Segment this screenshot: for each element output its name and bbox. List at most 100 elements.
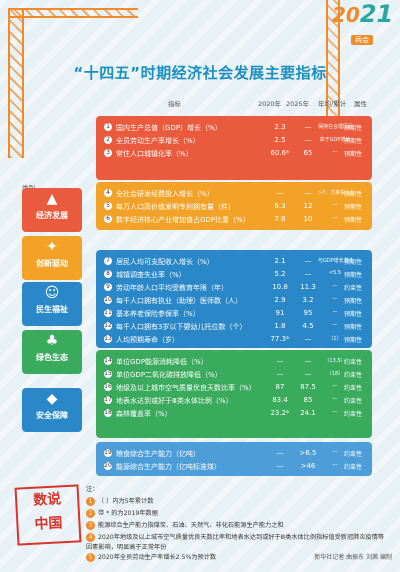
row-attr: 预期性 bbox=[343, 298, 362, 305]
row-2025: 87.5 bbox=[300, 383, 316, 391]
note-text: 2020年地级及以上城市空气质量优良天数比率和地表水达到或好于Ⅲ类水体比例指标值… bbox=[86, 534, 385, 551]
table-row: 1 国内生产总值（GDP）增长（%） 2.3 — 预期性 bbox=[100, 121, 370, 134]
table-row: 17 地表水达到或好于Ⅲ类水体比例（%） 83.4 85 约束性 bbox=[100, 394, 370, 407]
row-number: 4 bbox=[104, 189, 112, 197]
row-indicator: 单位GDP二氧化碳排放降低（%） bbox=[116, 371, 222, 379]
row-attr: 预期性 bbox=[343, 204, 362, 211]
row-avg: 〔1〕 bbox=[328, 336, 342, 342]
row-2025: 10 bbox=[303, 215, 313, 223]
row-number: 2 bbox=[104, 136, 112, 144]
row-attr: 预期性 bbox=[343, 151, 362, 158]
row-avg: — bbox=[332, 462, 338, 468]
row-attr: 约束性 bbox=[343, 285, 362, 292]
row-indicator: 国内生产总值（GDP）增长（%） bbox=[116, 124, 222, 132]
row-indicator: 地级及以上城市空气质量优良天数比率（%） bbox=[116, 384, 256, 392]
row-number: 20 bbox=[104, 462, 112, 470]
table-row: 16 地级及以上城市空气质量优良天数比率（%） 87 87.5 约束性 bbox=[100, 381, 370, 394]
note-number: 3 bbox=[86, 521, 95, 530]
category-security: ◆ 安全保障 bbox=[22, 388, 82, 432]
row-indicator: 居民人均可支配收入增长（%） bbox=[116, 258, 214, 266]
note-text: 2020年全员劳动生产率增长2.5%为预计数 bbox=[98, 554, 217, 561]
row-avg: — bbox=[332, 383, 338, 389]
row-attr: 预期性 bbox=[343, 138, 362, 145]
row-2020: 60.6* bbox=[270, 149, 290, 157]
row-2025: 12 bbox=[303, 202, 313, 210]
row-indicator: 全社会研发经费投入增长（%） bbox=[116, 190, 214, 198]
row-2020: 1.8 bbox=[274, 322, 286, 330]
row-attr: 预期性 bbox=[343, 311, 362, 318]
note-text: 能源综合生产能力指煤炭、石油、天然气、非化石能源生产能力之和 bbox=[98, 522, 284, 529]
row-number: 16 bbox=[104, 383, 112, 391]
row-number: 5 bbox=[104, 202, 112, 210]
row-avg: — bbox=[332, 409, 338, 415]
row-number: 8 bbox=[104, 270, 112, 278]
category-name: 安全保障 bbox=[36, 411, 68, 420]
row-avg: — bbox=[332, 202, 338, 208]
row-attr: 约束性 bbox=[343, 451, 362, 458]
crane-tower-left bbox=[8, 8, 24, 158]
table-row: 14 单位GDP能源消耗降低（%） — — 约束性 bbox=[100, 355, 370, 368]
table-row: 5 每万人口高价值发明专利拥有量（件） 6.3 12 预期性 bbox=[100, 200, 370, 213]
note-item: 5 2020年全员劳动生产率增长2.5%为预计数 bbox=[86, 552, 386, 564]
row-2020: — bbox=[276, 189, 284, 197]
row-indicator: 劳动年龄人口平均受教育年限（年） bbox=[116, 284, 228, 292]
row-avg: 高于GDP增长 bbox=[319, 137, 351, 143]
crane-tower-right bbox=[326, 0, 340, 120]
row-2025: >46 bbox=[300, 462, 316, 470]
row-2020: 2.5 bbox=[274, 136, 286, 144]
badge-year-a: 20 bbox=[332, 3, 360, 27]
row-2020: 10.8 bbox=[272, 283, 288, 291]
row-attr: 预期性 bbox=[343, 125, 362, 132]
table-row: 2 全员劳动生产率增长（%） 2.5 — 预期性 bbox=[100, 134, 370, 147]
row-2025: 24.1 bbox=[300, 409, 316, 417]
row-2020: 2.3 bbox=[274, 123, 286, 131]
row-indicator: 每千人口拥有3岁以下婴幼儿托位数（个） bbox=[116, 323, 247, 331]
table-row: 3 常住人口城镇化率（%） 60.6* 65 预期性 bbox=[100, 147, 370, 160]
row-2020: 83.4 bbox=[272, 396, 288, 404]
row-2025: >6.5 bbox=[299, 449, 317, 457]
row-indicator: 单位GDP能源消耗降低（%） bbox=[116, 358, 208, 366]
row-number: 6 bbox=[104, 215, 112, 223]
row-attr: 约束性 bbox=[343, 398, 362, 405]
notes-label: 注： bbox=[86, 486, 99, 493]
row-2025: — bbox=[304, 189, 312, 197]
row-indicator: 基本养老保险参保率（%） bbox=[116, 310, 200, 318]
row-avg: 与GDP增长基本同步 bbox=[318, 258, 352, 264]
row-indicator: 人均预期寿命（岁） bbox=[116, 336, 179, 344]
table-row: 12 每千人口拥有3岁以下婴幼儿托位数（个） 1.8 4.5 预期性 bbox=[100, 320, 370, 333]
row-avg: 〔13.5〕 bbox=[324, 358, 346, 364]
group-security bbox=[96, 442, 372, 476]
note-item: 4 2020年地级及以上城市空气质量优良天数比率和地表水达到或好于Ⅲ类水体比例指标… bbox=[86, 532, 386, 552]
badge-label: 两会 bbox=[351, 35, 373, 45]
row-attr: 约束性 bbox=[343, 385, 362, 392]
row-indicator: 能源综合生产能力（亿吨标准煤） bbox=[116, 463, 221, 471]
row-attr: 预期性 bbox=[343, 337, 362, 344]
row-attr: 约束性 bbox=[343, 359, 362, 366]
stamp-line2: 中国 bbox=[34, 515, 63, 533]
row-avg: — bbox=[332, 296, 338, 302]
row-2025: 11.3 bbox=[300, 283, 316, 291]
table-row: 15 单位GDP二氧化碳排放降低（%） — — 约束性 bbox=[100, 368, 370, 381]
row-indicator: 每万人口高价值发明专利拥有量（件） bbox=[116, 203, 235, 211]
row-2025: — bbox=[304, 370, 312, 378]
table-row: 7 居民人均可支配收入增长（%） 2.1 — 预期性 bbox=[100, 255, 370, 268]
row-avg: >7，力争投入强度高于“十三五”时期实际 bbox=[318, 190, 352, 196]
row-number: 12 bbox=[104, 322, 112, 330]
row-2025: 85 bbox=[303, 396, 313, 404]
header-2020: 2020年 bbox=[258, 100, 282, 108]
row-2020: 87 bbox=[275, 383, 285, 391]
stamp-line1: 数说 bbox=[32, 491, 62, 509]
table-row: 10 每千人口拥有执业（助理）医师数（人） 2.9 3.2 预期性 bbox=[100, 294, 370, 307]
row-2025: — bbox=[304, 123, 312, 131]
table-row: 19 粮食综合生产能力（亿吨） — >6.5 约束性 bbox=[100, 447, 370, 460]
category-name: 经济发展 bbox=[36, 211, 68, 220]
row-number: 9 bbox=[104, 283, 112, 291]
shuoshuo-china-stamp: 数说 中国 bbox=[14, 484, 82, 546]
group-economy bbox=[96, 116, 372, 180]
row-attr: 预期性 bbox=[343, 272, 362, 279]
group-green bbox=[96, 350, 372, 438]
row-avg: — bbox=[332, 322, 338, 328]
row-indicator: 森林覆盖率（%） bbox=[116, 410, 172, 418]
row-2020: 2.1 bbox=[274, 257, 286, 265]
